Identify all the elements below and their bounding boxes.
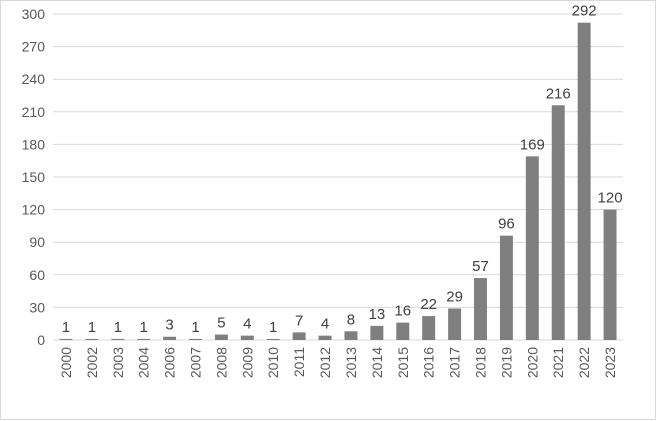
y-tick-label-120: 120 — [22, 202, 46, 218]
x-tick-label-2013: 2013 — [343, 347, 359, 378]
x-tick-label-2016: 2016 — [421, 347, 437, 378]
x-tick-label-2007: 2007 — [188, 347, 204, 378]
y-tick-label-240: 240 — [22, 71, 46, 87]
x-tick-label-2000: 2000 — [58, 347, 74, 378]
data-label-2018: 57 — [472, 258, 489, 275]
data-label-2020: 169 — [520, 136, 545, 153]
x-tick-label-2002: 2002 — [84, 347, 100, 378]
x-tick-label-2004: 2004 — [136, 347, 152, 378]
data-label-2015: 16 — [394, 303, 411, 320]
bar-2012 — [318, 335, 332, 340]
bar-2014 — [370, 325, 384, 340]
y-tick-label-90: 90 — [29, 234, 45, 250]
bar-2011 — [292, 332, 306, 340]
data-label-2003: 1 — [114, 319, 122, 336]
bar-2000 — [59, 338, 73, 340]
data-label-2002: 1 — [88, 319, 96, 336]
x-tick-label-2012: 2012 — [317, 347, 333, 378]
y-axis-tick-labels: 0 30 60 90 120 150 180 210 240 270 300 — [22, 6, 46, 348]
bar-2004 — [137, 338, 151, 340]
data-label-2011: 7 — [295, 312, 303, 329]
y-tick-label-270: 270 — [22, 39, 46, 55]
data-label-2022: 292 — [572, 3, 597, 20]
data-label-2016: 22 — [420, 296, 437, 313]
bar-2020 — [525, 156, 539, 340]
data-label-2023: 120 — [598, 190, 623, 207]
bar-2015 — [396, 322, 410, 340]
data-label-2013: 8 — [347, 311, 355, 328]
bar-2010 — [266, 338, 280, 340]
x-tick-label-2009: 2009 — [239, 347, 255, 378]
x-tick-label-2018: 2018 — [473, 347, 489, 378]
data-label-2004: 1 — [140, 319, 148, 336]
x-tick-label-2006: 2006 — [162, 347, 178, 378]
data-label-2019: 96 — [498, 216, 515, 233]
x-tick-label-2017: 2017 — [447, 347, 463, 378]
data-label-2017: 29 — [446, 288, 463, 305]
y-tick-label-0: 0 — [37, 332, 45, 348]
data-label-2000: 1 — [62, 319, 70, 336]
bar-2007 — [189, 338, 202, 340]
bar-2013 — [344, 331, 358, 340]
x-tick-label-2023: 2023 — [602, 347, 618, 378]
y-tick-label-300: 300 — [22, 6, 46, 22]
bars — [59, 22, 617, 341]
x-axis-tick-labels: 2000 2002 2003 2004 2006 2007 2008 2009 2010 2011… — [58, 347, 618, 378]
data-label-2008: 5 — [217, 315, 225, 332]
bar-2023 — [603, 209, 617, 340]
x-tick-label-2011: 2011 — [291, 347, 307, 377]
bar-2002 — [85, 338, 99, 340]
data-label-2012: 4 — [321, 316, 329, 333]
bar-2009 — [240, 335, 254, 340]
x-tick-label-2014: 2014 — [369, 347, 385, 378]
gridlines — [53, 13, 623, 341]
data-label-2021: 216 — [546, 85, 571, 102]
data-label-2007: 1 — [191, 319, 199, 336]
bar-2008 — [214, 334, 228, 340]
x-tick-label-2021: 2021 — [550, 347, 566, 378]
x-tick-label-2010: 2010 — [265, 347, 281, 378]
y-tick-label-150: 150 — [22, 169, 46, 185]
bar-2021 — [551, 105, 565, 340]
bar-2003 — [111, 338, 125, 340]
y-tick-label-210: 210 — [22, 104, 46, 120]
y-tick-label-180: 180 — [22, 136, 46, 152]
x-tick-label-2008: 2008 — [213, 347, 229, 378]
x-tick-label-2019: 2019 — [498, 347, 514, 378]
bar-2019 — [499, 235, 513, 340]
y-tick-label-60: 60 — [29, 267, 45, 283]
data-label-2014: 13 — [369, 306, 386, 323]
x-tick-label-2003: 2003 — [110, 347, 126, 378]
bar-2006 — [163, 336, 177, 340]
x-tick-label-2015: 2015 — [395, 347, 411, 378]
bar-2018 — [474, 278, 487, 340]
bar-2022 — [577, 22, 591, 341]
bar-2017 — [448, 308, 462, 340]
data-label-2010: 1 — [269, 319, 277, 336]
bar-2016 — [422, 316, 436, 340]
data-label-2006: 3 — [165, 317, 173, 334]
x-tick-label-2022: 2022 — [576, 347, 592, 378]
data-label-2009: 4 — [243, 316, 251, 333]
y-tick-label-30: 30 — [29, 299, 45, 315]
x-tick-label-2020: 2020 — [524, 347, 540, 378]
